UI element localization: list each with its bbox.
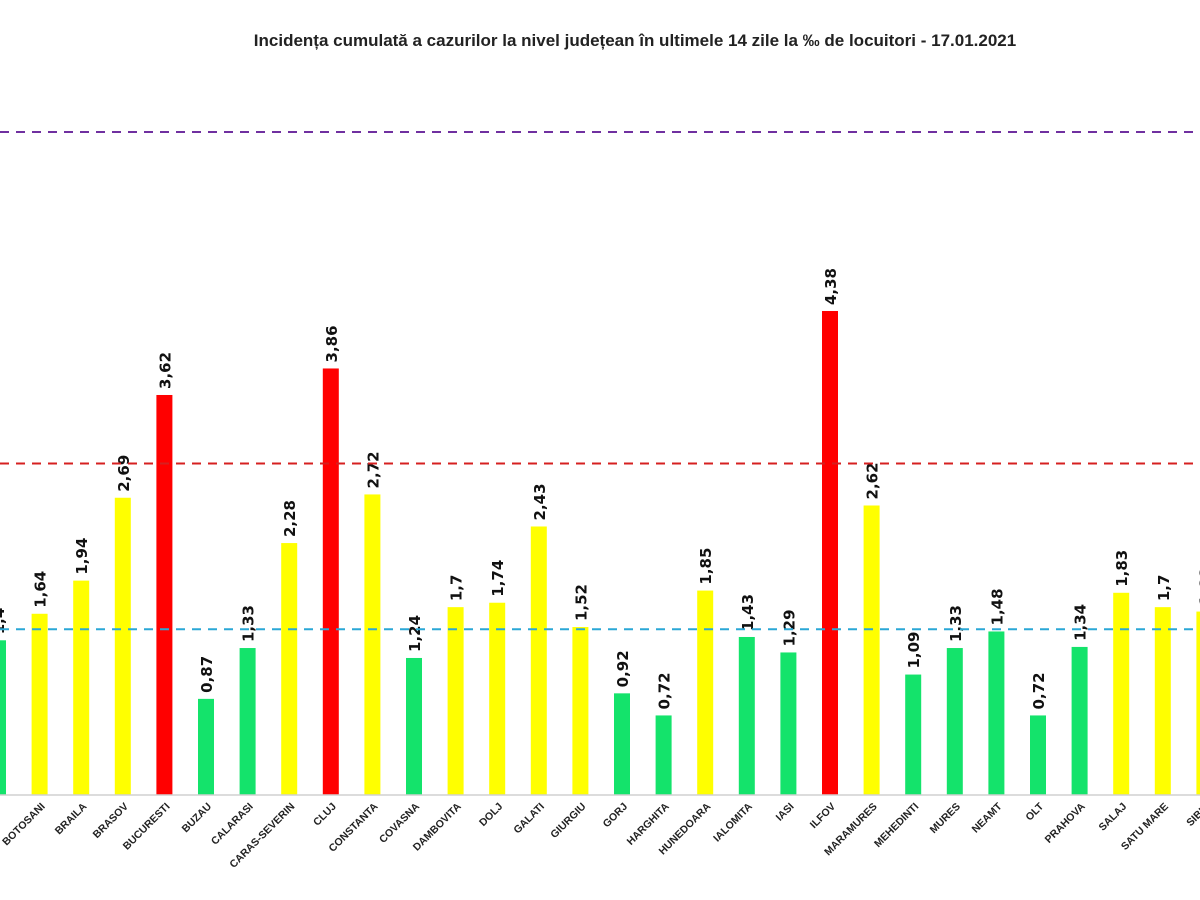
value-label: 1,94 bbox=[73, 538, 91, 575]
bar bbox=[406, 657, 422, 795]
value-label: 1,52 bbox=[572, 584, 590, 621]
value-label: 2,28 bbox=[281, 500, 299, 537]
x-tick-label: MEHEDINTI bbox=[872, 801, 921, 850]
x-tick-label: DOLJ bbox=[477, 801, 505, 829]
x-tick-label: IASI bbox=[774, 801, 797, 824]
bar bbox=[156, 394, 173, 795]
bar bbox=[0, 640, 6, 795]
value-label: 1,33 bbox=[240, 605, 258, 642]
bar bbox=[489, 602, 506, 795]
bar bbox=[572, 627, 589, 795]
x-tick-label: CLUJ bbox=[311, 801, 339, 829]
bar bbox=[322, 368, 339, 795]
value-label: 1,34 bbox=[1072, 604, 1090, 641]
bar bbox=[1196, 611, 1200, 795]
value-label: 1,66 bbox=[1196, 569, 1200, 606]
x-tick-label: SALAJ bbox=[1096, 801, 1129, 834]
bar bbox=[1071, 646, 1088, 795]
x-tick-label: GALATI bbox=[511, 801, 547, 837]
bar bbox=[447, 607, 464, 795]
value-label: 2,69 bbox=[115, 455, 133, 492]
bar bbox=[1154, 607, 1171, 795]
value-label: 1,64 bbox=[32, 571, 50, 608]
x-tick-label: GIURGIU bbox=[548, 801, 588, 841]
value-label: 1,43 bbox=[739, 594, 757, 631]
value-label: 3,62 bbox=[156, 352, 174, 389]
x-tick-label: BOTOSANI bbox=[0, 801, 48, 849]
value-label: 0,72 bbox=[656, 672, 674, 709]
bar bbox=[655, 715, 672, 795]
x-tick-label: ILFOV bbox=[808, 801, 838, 831]
value-label: 0,92 bbox=[614, 650, 632, 687]
bar bbox=[905, 674, 922, 795]
bar bbox=[614, 693, 630, 795]
bar bbox=[738, 636, 755, 795]
bar bbox=[697, 590, 714, 795]
value-label: 2,43 bbox=[531, 483, 549, 520]
value-label: 1,83 bbox=[1113, 550, 1131, 587]
value-label: 1,29 bbox=[780, 609, 798, 646]
value-label: 1,24 bbox=[406, 615, 424, 652]
bar bbox=[822, 311, 838, 795]
bar bbox=[198, 698, 214, 795]
value-label: 1,7 bbox=[1155, 575, 1173, 602]
bar bbox=[239, 648, 256, 795]
value-label: 3,86 bbox=[323, 325, 341, 362]
bar bbox=[1113, 592, 1130, 795]
bar bbox=[530, 526, 547, 795]
bar bbox=[1030, 715, 1046, 795]
value-label: 1,85 bbox=[697, 548, 715, 585]
value-label: 2,72 bbox=[364, 451, 382, 488]
chart-title: Incidența cumulată a cazurilor la nivel … bbox=[253, 31, 1017, 50]
x-tick-label: BUZAU bbox=[180, 801, 214, 835]
value-label: 1,7 bbox=[448, 575, 466, 602]
value-label: 0,72 bbox=[1030, 672, 1048, 709]
x-tick-label: SIBIU bbox=[1184, 801, 1200, 829]
bar bbox=[364, 494, 381, 795]
bar bbox=[780, 652, 797, 795]
value-label: 1,09 bbox=[905, 632, 923, 669]
bar bbox=[31, 613, 48, 795]
bar bbox=[988, 631, 1005, 795]
x-tick-label: BRAILA bbox=[53, 800, 90, 837]
bar bbox=[946, 648, 963, 795]
bar bbox=[114, 497, 131, 795]
value-label: 0,87 bbox=[198, 656, 216, 693]
bar bbox=[73, 580, 90, 795]
x-tick-label: BRASOV bbox=[91, 801, 131, 841]
x-tick-label: NEAMT bbox=[970, 800, 1005, 835]
value-label: 1,33 bbox=[947, 605, 965, 642]
value-label: 4,38 bbox=[822, 268, 840, 305]
x-tick-label: PRAHOVA bbox=[1043, 800, 1088, 845]
bar bbox=[863, 505, 880, 795]
value-label: 2,62 bbox=[864, 462, 882, 499]
value-label: 1,4 bbox=[0, 608, 8, 635]
value-label: 1,74 bbox=[489, 560, 507, 597]
x-tick-label: MURES bbox=[928, 801, 963, 836]
value-label: 1,48 bbox=[988, 588, 1006, 625]
x-tick-label: IALOMITA bbox=[711, 800, 755, 844]
bar bbox=[281, 543, 298, 795]
x-tick-label: GORJ bbox=[601, 801, 631, 831]
x-tick-label: OLT bbox=[1023, 800, 1046, 823]
